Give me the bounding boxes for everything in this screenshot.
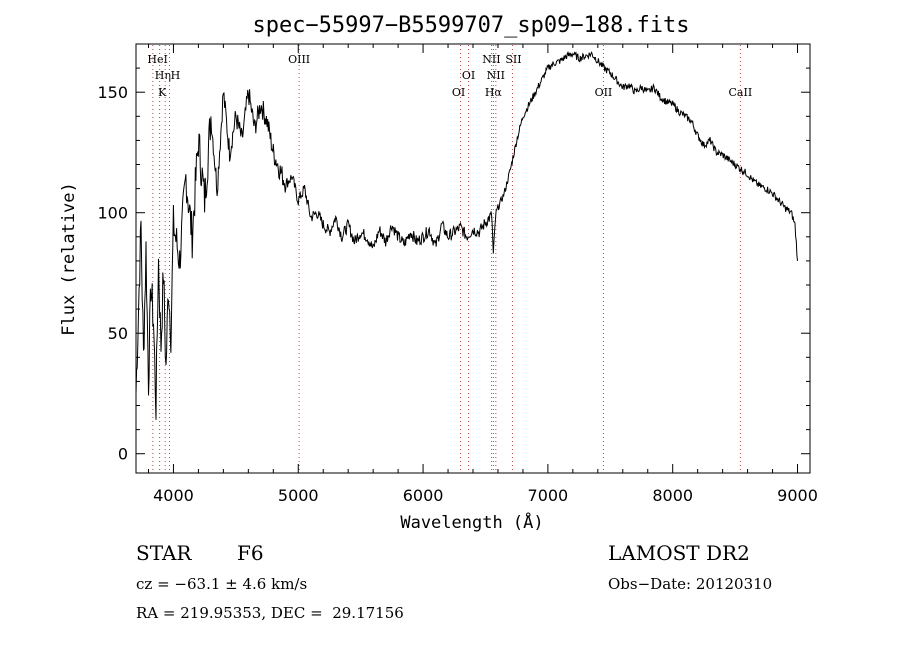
- line-marker-label: NII: [487, 69, 505, 82]
- spectrum-line: [135, 50, 798, 420]
- line-marker-label: Hα: [485, 86, 503, 99]
- survey-name: LAMOST DR2: [608, 541, 750, 565]
- x-tick-label: 7000: [528, 486, 569, 505]
- y-tick-label: 50: [108, 324, 128, 343]
- x-axis: 4000 5000 6000 7000 8000 9000: [147, 44, 818, 505]
- spectrum-series: [135, 50, 798, 420]
- line-marker-label: SII: [505, 53, 521, 66]
- observation-date: Obs−Date: 20120310: [608, 575, 773, 593]
- x-tick-label: 9000: [777, 486, 818, 505]
- line-marker-label: CaII: [729, 86, 753, 99]
- y-tick-label: 100: [97, 204, 128, 223]
- y-tick-label: 150: [97, 83, 128, 102]
- line-marker-label: OIII: [288, 53, 310, 66]
- y-axis-label: Flux (relative): [59, 182, 79, 336]
- x-tick-label: 4000: [153, 486, 194, 505]
- chart-title: spec−55997−B5599707_sp09−188.fits: [252, 13, 689, 38]
- spectral-subclass: F6: [237, 541, 264, 565]
- plot-frame: [135, 43, 811, 474]
- y-axis: 0 50 100 150: [97, 67, 810, 464]
- line-marker-label: HeI: [147, 53, 167, 66]
- line-marker-label: OII: [595, 86, 613, 99]
- line-marker-label: NII: [482, 53, 500, 66]
- x-tick-label: 6000: [403, 486, 444, 505]
- x-tick-label: 5000: [278, 486, 319, 505]
- velocity-readout: cz = −63.1 ± 4.6 km/s: [136, 575, 308, 593]
- x-axis-label: Wavelength (Å): [400, 511, 543, 533]
- line-marker-label: OI: [452, 86, 465, 99]
- y-tick-label: 0: [118, 445, 128, 464]
- x-tick-label: 8000: [652, 486, 693, 505]
- line-marker-label: OI: [462, 69, 475, 82]
- line-marker-label: H: [171, 69, 181, 82]
- coordinates-readout: RA = 219.95353, DEC = 29.17156: [136, 604, 404, 622]
- object-type: STAR: [136, 541, 192, 565]
- line-marker-label: Hη: [155, 69, 171, 82]
- line-marker-label: K: [158, 86, 167, 99]
